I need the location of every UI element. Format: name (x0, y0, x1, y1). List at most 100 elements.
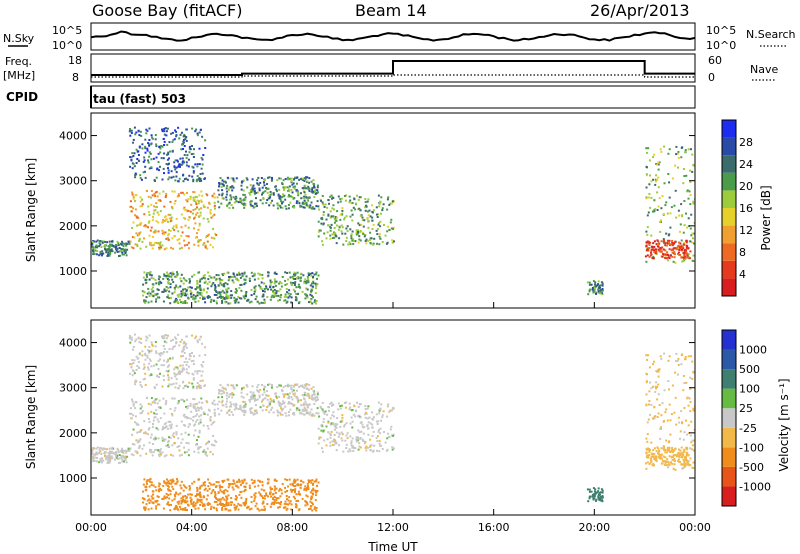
velocity-cell (226, 391, 229, 394)
velocity-cell (251, 393, 254, 396)
velocity-cell (300, 404, 303, 407)
power-cell (162, 138, 165, 140)
velocity-cell (270, 386, 273, 389)
power-cell (132, 221, 135, 224)
velocity-cell (675, 352, 678, 355)
velocity-cell (364, 441, 367, 443)
velocity-cell (183, 508, 186, 511)
velocity-cell (390, 409, 393, 412)
power-cell (384, 234, 387, 237)
power-cell (99, 243, 102, 246)
velocity-cell (676, 359, 679, 362)
velocity-cell (200, 484, 203, 487)
velocity-cell (227, 509, 230, 512)
power-cell (94, 249, 97, 252)
power-cell (145, 225, 148, 228)
velocity-cell (165, 483, 168, 486)
velocity-cell (277, 400, 280, 403)
power-cell (194, 216, 197, 219)
power-cell (185, 235, 188, 237)
velocity-cell (659, 456, 662, 459)
velocity-cell (253, 485, 256, 488)
power-cell (680, 244, 683, 247)
power-cell (129, 128, 131, 130)
velocity-cell (379, 427, 382, 430)
velocity-cell (159, 358, 162, 361)
velocity-cell (96, 453, 98, 456)
velocity-cell (290, 508, 293, 511)
velocity-cell (225, 388, 227, 391)
power-cell (341, 232, 344, 235)
velocity-cell (202, 450, 205, 453)
velocity-cell (250, 411, 252, 414)
power-cell (278, 197, 281, 200)
power-cell (168, 217, 171, 220)
velocity-cell (196, 493, 198, 496)
velocity-cell (160, 352, 163, 354)
velocity-cell (267, 383, 269, 386)
velocity-cell (174, 407, 177, 409)
power-cell (684, 149, 687, 151)
power-cell (163, 273, 166, 276)
power-cell (161, 290, 164, 293)
velocity-cell (151, 426, 154, 429)
velocity-cell (134, 340, 137, 343)
power-cell (600, 281, 603, 284)
power-cell (172, 273, 175, 275)
power-cell (167, 234, 170, 237)
power-cell (350, 233, 353, 236)
velocity-cell (108, 447, 111, 450)
velocity-cell (182, 355, 184, 357)
velocity-cell (299, 384, 302, 387)
power-cell (180, 131, 183, 134)
power-cell (219, 282, 222, 285)
velocity-cell (671, 449, 674, 451)
velocity-cell (317, 481, 320, 484)
velocity-cell (689, 447, 692, 450)
power-cell (200, 199, 203, 202)
velocity-cell (184, 507, 187, 509)
velocity-colorbar-label: Velocity [m s⁻¹] (777, 378, 791, 471)
power-cell (666, 251, 669, 254)
velocity-cell (339, 420, 342, 423)
power-cell (94, 246, 97, 249)
velocity-cell (343, 402, 346, 404)
power-cell (269, 195, 272, 198)
power-cell (250, 288, 253, 291)
velocity-cell (119, 449, 122, 452)
velocity-cell (291, 390, 294, 393)
velocity-cell (327, 406, 330, 408)
noise-tick-low-right: 10^0 (706, 39, 736, 52)
power-cell (343, 195, 346, 197)
velocity-cell (213, 444, 216, 447)
power-cell (148, 151, 151, 154)
power-cell (232, 206, 235, 209)
velocity-cell (173, 498, 176, 501)
power-cell (270, 296, 273, 299)
power-cell (306, 180, 309, 183)
power-cell (200, 167, 203, 170)
velocity-cell (117, 449, 120, 452)
power-cell (184, 300, 187, 302)
power-cell (139, 177, 142, 180)
velocity-cell (166, 503, 169, 506)
velocity-cell (121, 455, 124, 457)
velocity-cell (239, 406, 242, 409)
power-cell (182, 277, 185, 280)
velocity-cell (104, 454, 106, 457)
power-cell (665, 201, 668, 204)
power-cell (317, 235, 320, 238)
velocity-cell (122, 450, 124, 453)
power-cell (91, 241, 94, 244)
velocity-cell (182, 489, 185, 492)
power-cell (256, 300, 259, 303)
velocity-cell (598, 491, 601, 494)
power-cell (189, 210, 192, 213)
power-cell (101, 250, 104, 253)
station-title: Goose Bay (fitACF) (92, 1, 242, 20)
power-cell (197, 178, 200, 181)
power-cell (198, 147, 201, 150)
velocity-cell (144, 506, 147, 509)
velocity-cell (292, 393, 295, 396)
velocity-cell (315, 491, 318, 494)
